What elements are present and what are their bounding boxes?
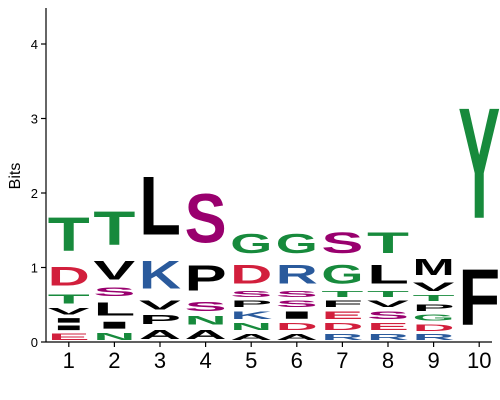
letter-t: T <box>413 294 455 303</box>
letter-g: G <box>413 313 455 323</box>
letter-e: E <box>367 321 409 332</box>
y-ticks: 0 1 2 3 4 <box>31 37 46 350</box>
x-ticks: 1 2 3 4 5 6 7 8 9 10 <box>63 342 491 373</box>
letter-l: L <box>139 160 181 253</box>
letter-a: A <box>230 332 272 342</box>
letter-l: L <box>367 260 409 290</box>
y-tick-label: 3 <box>31 112 38 127</box>
letter-f: F <box>321 299 363 309</box>
letter-i: I <box>48 317 90 324</box>
letter-e: E <box>321 309 363 321</box>
letter-p: P <box>230 299 272 310</box>
letter-i: I <box>48 324 90 331</box>
y-tick-label: 0 <box>31 335 38 350</box>
letter-k: K <box>230 309 272 321</box>
x-tick-label: 7 <box>336 348 348 373</box>
letter-y: Y <box>458 75 500 252</box>
letter-s: S <box>276 299 318 310</box>
letter-v: V <box>413 280 455 294</box>
letter-m: M <box>413 254 455 280</box>
letter-d: D <box>48 261 90 291</box>
letter-i: I <box>276 309 318 321</box>
letter-i: I <box>93 320 135 331</box>
letter-stacks: EIIVTDTNILSVTAPVKLANSPSANKPSDGADISSRGRDE… <box>48 75 500 342</box>
y-tick-label: 4 <box>31 37 38 52</box>
letter-v: V <box>48 306 90 316</box>
letter-v: V <box>367 299 409 309</box>
letter-a: A <box>276 332 318 342</box>
letter-t: T <box>367 289 409 299</box>
letter-s: S <box>93 285 135 298</box>
letter-t: T <box>48 291 90 306</box>
letter-d: D <box>413 323 455 334</box>
x-tick-label: 9 <box>427 348 439 373</box>
letter-r: R <box>367 332 409 342</box>
letter-g: G <box>276 228 318 259</box>
letter-p: P <box>185 257 227 298</box>
letter-t: T <box>321 289 363 299</box>
x-tick-label: 8 <box>382 348 394 373</box>
letter-k: K <box>139 253 181 298</box>
axes <box>45 8 492 343</box>
letter-a: A <box>139 327 181 342</box>
letter-t: T <box>367 227 409 260</box>
letter-s: S <box>321 227 363 259</box>
y-tick-label: 2 <box>31 186 38 201</box>
letter-s: S <box>230 289 272 299</box>
letter-g: G <box>230 228 272 259</box>
letter-d: D <box>321 321 363 332</box>
letter-t: T <box>48 207 90 261</box>
letter-d: D <box>230 259 272 289</box>
letter-r: R <box>321 332 363 342</box>
x-tick-label: 2 <box>108 348 120 373</box>
letter-n: N <box>93 331 135 342</box>
letter-r: R <box>413 333 455 342</box>
stack-position-10: FY <box>458 75 500 342</box>
letter-p: P <box>139 312 181 327</box>
letter-l: L <box>93 299 135 320</box>
letter-s: S <box>185 180 227 258</box>
letter-t: T <box>93 201 135 255</box>
letter-r: R <box>276 259 318 289</box>
letter-v: V <box>139 297 181 312</box>
letter-s: S <box>185 299 227 314</box>
y-axis-label: Bits <box>7 163 24 190</box>
letter-g: G <box>321 259 363 289</box>
letter-n: N <box>230 321 272 332</box>
x-tick-label: 6 <box>291 348 303 373</box>
letter-s: S <box>367 309 409 321</box>
x-tick-label: 3 <box>154 348 166 373</box>
x-tick-label: 1 <box>63 348 75 373</box>
x-tick-label: 5 <box>245 348 257 373</box>
letter-p: P <box>413 302 455 313</box>
x-tick-label: 4 <box>199 348 211 373</box>
letter-d: D <box>276 321 318 332</box>
letter-a: A <box>185 327 227 342</box>
y-tick-label: 1 <box>31 261 38 276</box>
x-tick-label: 10 <box>467 348 491 373</box>
letter-s: S <box>276 289 318 299</box>
letter-e: E <box>48 331 90 342</box>
letter-n: N <box>185 314 227 327</box>
letter-v: V <box>93 256 135 286</box>
letter-f: F <box>458 253 500 342</box>
